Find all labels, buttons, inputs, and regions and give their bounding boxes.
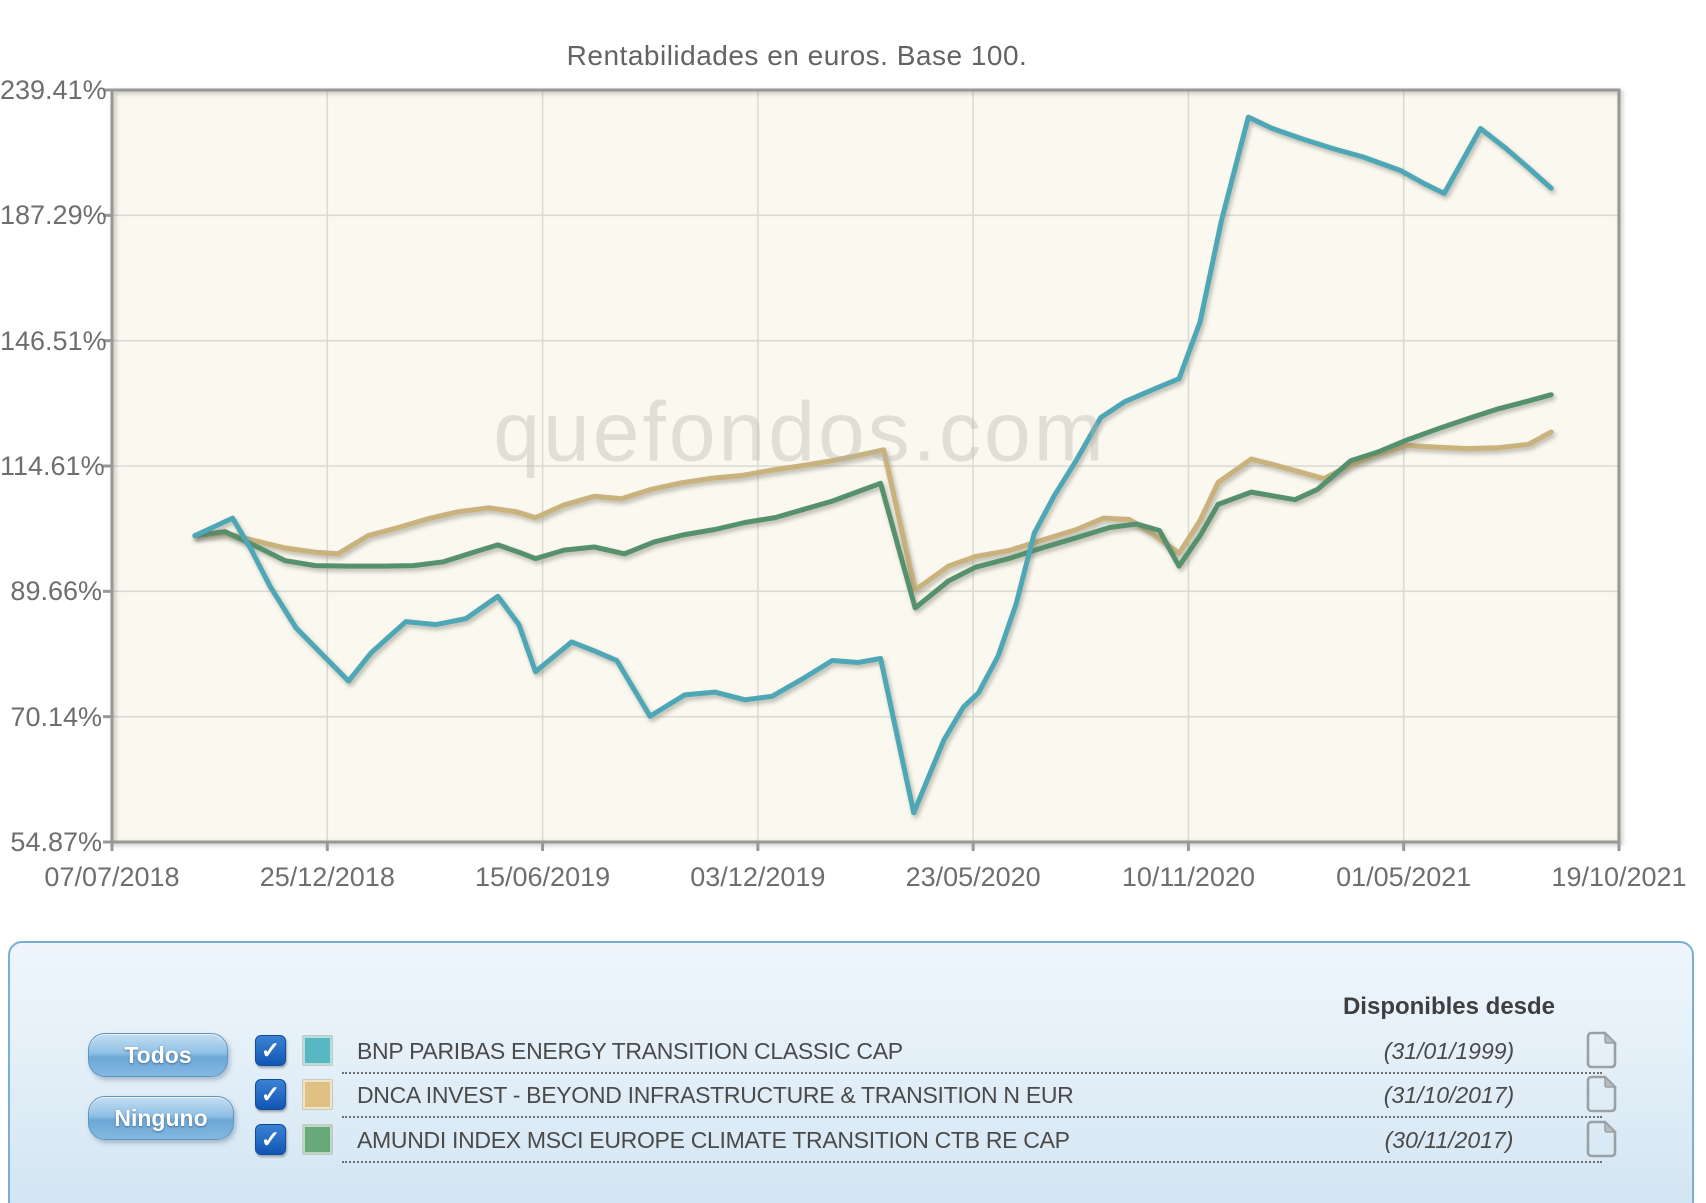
fund-color-swatch-dnca xyxy=(302,1079,333,1110)
y-axis-tick-label: 70.14% xyxy=(10,701,102,732)
factsheet-document-icon-bnp[interactable] xyxy=(1585,1031,1619,1069)
fund-checkbox-dnca[interactable]: ✓ xyxy=(255,1079,286,1110)
x-axis-tick-label: 25/12/2018 xyxy=(259,862,395,892)
y-axis-tick-label: 54.87% xyxy=(10,827,102,857)
fund-name-amundi: AMUNDI INDEX MSCI EUROPE CLIMATE TRANSIT… xyxy=(357,1127,1070,1153)
x-axis-tick-label: 03/12/2019 xyxy=(690,862,826,892)
select-all-button[interactable]: Todos xyxy=(88,1033,228,1077)
x-axis-tick-label: 07/07/2018 xyxy=(44,862,180,892)
fund-checkbox-amundi[interactable]: ✓ xyxy=(255,1124,286,1155)
performance-chart xyxy=(103,88,1621,851)
row-separator xyxy=(342,1116,1602,1118)
fund-available-since-dnca: (31/10/2017) xyxy=(1383,1082,1515,1108)
x-axis-tick-label: 15/06/2019 xyxy=(474,862,611,892)
fund-name-dnca: DNCA INVEST - BEYOND INFRASTRUCTURE & TR… xyxy=(357,1082,1074,1108)
chart-title: Rentabilidades en euros. Base 100. xyxy=(566,40,1028,71)
series-line-amundi xyxy=(192,392,1554,611)
y-axis-tick-label: 114.61% xyxy=(0,451,105,481)
row-separator xyxy=(342,1072,1602,1074)
watermark: quefondos.com xyxy=(493,384,1107,479)
available-since-header: Disponibles desde xyxy=(1342,993,1556,1020)
x-axis-tick-label: 23/05/2020 xyxy=(905,862,1041,892)
fund-color-swatch-amundi xyxy=(302,1124,333,1155)
select-none-button[interactable]: Ninguno xyxy=(88,1096,234,1140)
factsheet-document-icon-amundi[interactable] xyxy=(1585,1120,1619,1158)
fund-available-since-amundi: (30/11/2017) xyxy=(1384,1127,1514,1153)
factsheet-document-icon-dnca[interactable] xyxy=(1585,1075,1619,1113)
fund-legend-panel: Disponibles desde Todos Ninguno ✓ BNP PA… xyxy=(8,941,1694,1203)
fund-color-swatch-bnp xyxy=(302,1035,333,1066)
row-separator xyxy=(342,1161,1602,1163)
x-axis-tick-label: 01/05/2021 xyxy=(1336,862,1472,892)
series-line-bnp xyxy=(192,114,1554,816)
series-line-dnca xyxy=(192,429,1554,593)
fund-name-bnp: BNP PARIBAS ENERGY TRANSITION CLASSIC CA… xyxy=(357,1038,903,1064)
fund-checkbox-bnp[interactable]: ✓ xyxy=(255,1035,286,1066)
fund-available-since-bnp: (31/01/1999) xyxy=(1383,1038,1515,1064)
x-axis-tick-label: 19/10/2021 xyxy=(1551,862,1687,892)
y-axis-tick-label: 239.41% xyxy=(0,75,107,105)
y-axis-tick-label: 89.66% xyxy=(10,576,102,607)
x-axis-tick-label: 10/11/2020 xyxy=(1121,862,1255,892)
y-axis-tick-label: 187.29% xyxy=(0,200,107,231)
y-axis-tick-label: 146.51% xyxy=(0,325,107,356)
